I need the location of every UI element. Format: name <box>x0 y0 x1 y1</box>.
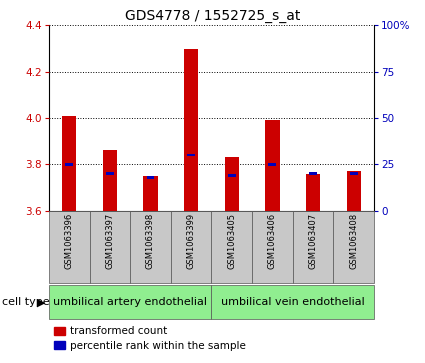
Bar <box>103 150 117 211</box>
Text: ▶: ▶ <box>37 297 46 307</box>
Text: umbilical vein endothelial: umbilical vein endothelial <box>221 297 365 307</box>
Bar <box>49 211 90 283</box>
Bar <box>90 211 130 283</box>
Text: GSM1063399: GSM1063399 <box>187 213 196 269</box>
Bar <box>49 285 211 319</box>
Text: GSM1063396: GSM1063396 <box>65 213 74 269</box>
Bar <box>306 174 320 211</box>
Bar <box>184 49 198 211</box>
Bar <box>265 120 280 211</box>
Bar <box>211 211 252 283</box>
Bar <box>293 211 333 283</box>
Bar <box>228 174 236 177</box>
Bar <box>62 116 76 211</box>
Text: GSM1063408: GSM1063408 <box>349 213 358 269</box>
Text: GDS4778 / 1552725_s_at: GDS4778 / 1552725_s_at <box>125 9 300 23</box>
Bar <box>350 172 357 175</box>
Bar <box>269 163 276 166</box>
Text: cell type: cell type <box>2 297 50 307</box>
Bar <box>171 211 211 283</box>
Text: GSM1063405: GSM1063405 <box>227 213 236 269</box>
Text: umbilical artery endothelial: umbilical artery endothelial <box>53 297 207 307</box>
Bar <box>147 176 154 179</box>
Bar <box>225 157 239 211</box>
Bar <box>130 211 171 283</box>
Legend: transformed count, percentile rank within the sample: transformed count, percentile rank withi… <box>54 326 246 351</box>
Bar <box>143 176 158 211</box>
Bar <box>333 211 374 283</box>
Bar <box>65 163 73 166</box>
Text: GSM1063407: GSM1063407 <box>309 213 317 269</box>
Bar <box>106 172 114 175</box>
Bar <box>346 171 361 211</box>
Bar <box>187 154 195 156</box>
Text: GSM1063406: GSM1063406 <box>268 213 277 269</box>
Bar <box>309 172 317 175</box>
Text: GSM1063397: GSM1063397 <box>105 213 114 269</box>
Text: GSM1063398: GSM1063398 <box>146 213 155 269</box>
Bar <box>252 211 293 283</box>
Bar <box>211 285 374 319</box>
